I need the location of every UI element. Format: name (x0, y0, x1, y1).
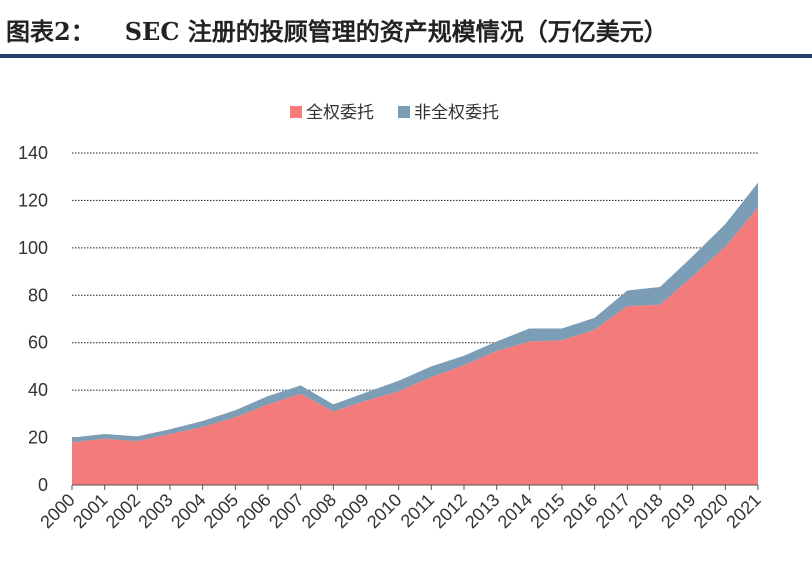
x-tick-label: 2020 (690, 490, 732, 532)
x-tick-label: 2003 (134, 490, 176, 532)
x-tick-label: 2008 (298, 490, 340, 532)
x-tick-label: 2012 (428, 490, 470, 532)
x-tick-label: 2010 (363, 490, 405, 532)
figure-title-text: SEC 注册的投顾管理的资产规模情况（万亿美元） (124, 17, 668, 46)
area-series-1 (72, 207, 758, 485)
y-tick-label: 40 (28, 380, 48, 400)
x-tick-label: 2000 (36, 490, 78, 532)
y-tick-label: 60 (28, 333, 48, 353)
x-tick-label: 2021 (722, 490, 764, 532)
x-axis-ticks: 2000200120022003200420052006200720082009… (36, 485, 765, 532)
x-tick-label: 2014 (494, 490, 536, 532)
x-tick-label: 2016 (559, 490, 601, 532)
x-tick-label: 2018 (624, 490, 666, 532)
figure-title: 图表2： SEC 注册的投顾管理的资产规模情况（万亿美元） (6, 12, 668, 47)
x-tick-label: 2001 (69, 490, 111, 532)
y-tick-label: 100 (18, 238, 48, 258)
x-tick-label: 2002 (102, 490, 144, 532)
legend: 全权委托 非全权委托 (290, 103, 499, 123)
x-tick-label: 2007 (265, 490, 307, 532)
x-tick-label: 2017 (592, 490, 634, 532)
legend-label: 非全权委托 (414, 103, 499, 123)
x-tick-label: 2015 (526, 490, 568, 532)
y-axis-ticks: 0 20 40 60 80 100 120 140 (18, 143, 48, 495)
figure-header: 图表2： SEC 注册的投顾管理的资产规模情况（万亿美元） (0, 0, 812, 60)
title-rule (0, 54, 812, 58)
legend-swatch (290, 106, 302, 118)
x-tick-label: 2019 (657, 490, 699, 532)
legend-swatch (398, 106, 410, 118)
legend-label: 全权委托 (306, 103, 374, 123)
y-tick-label: 80 (28, 285, 48, 305)
x-tick-label: 2009 (330, 490, 372, 532)
y-tick-label: 20 (28, 428, 48, 448)
series-areas (72, 182, 758, 485)
x-tick-label: 2004 (167, 490, 209, 532)
y-tick-label: 120 (18, 190, 48, 210)
x-tick-label: 2006 (232, 490, 274, 532)
figure-label: 图表2： (6, 17, 95, 46)
y-tick-label: 140 (18, 143, 48, 163)
x-tick-label: 2011 (397, 490, 439, 532)
y-tick-label: 0 (38, 475, 48, 495)
x-tick-label: 2005 (200, 490, 242, 532)
x-tick-label: 2013 (461, 490, 503, 532)
